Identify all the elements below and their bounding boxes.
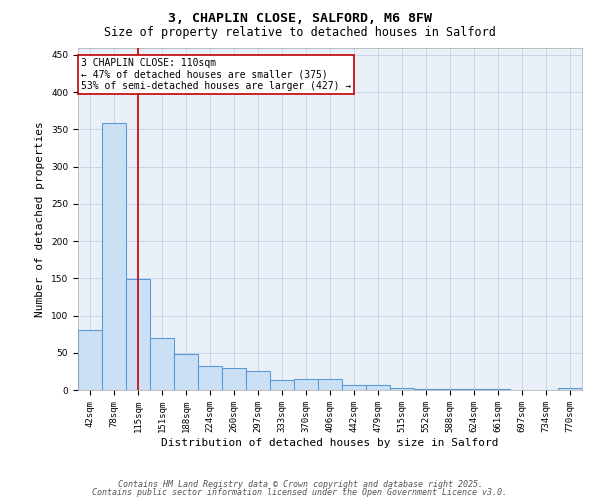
Text: 3, CHAPLIN CLOSE, SALFORD, M6 8FW: 3, CHAPLIN CLOSE, SALFORD, M6 8FW bbox=[168, 12, 432, 26]
Y-axis label: Number of detached properties: Number of detached properties bbox=[35, 121, 46, 316]
Bar bbox=[150, 338, 174, 390]
Bar bbox=[366, 385, 390, 390]
Bar bbox=[270, 380, 294, 390]
Bar bbox=[342, 385, 366, 390]
Bar bbox=[294, 379, 318, 390]
Text: Contains HM Land Registry data © Crown copyright and database right 2025.: Contains HM Land Registry data © Crown c… bbox=[118, 480, 482, 489]
Bar bbox=[318, 379, 342, 390]
Bar bbox=[174, 354, 198, 390]
Bar bbox=[198, 366, 222, 390]
Text: Contains public sector information licensed under the Open Government Licence v3: Contains public sector information licen… bbox=[92, 488, 508, 497]
Bar bbox=[78, 330, 102, 390]
Text: Size of property relative to detached houses in Salford: Size of property relative to detached ho… bbox=[104, 26, 496, 39]
Bar bbox=[390, 388, 414, 390]
X-axis label: Distribution of detached houses by size in Salford: Distribution of detached houses by size … bbox=[161, 438, 499, 448]
Bar bbox=[558, 388, 582, 390]
Bar bbox=[126, 279, 150, 390]
Bar bbox=[222, 368, 246, 390]
Bar bbox=[414, 388, 438, 390]
Bar bbox=[102, 124, 126, 390]
Bar bbox=[246, 372, 270, 390]
Text: 3 CHAPLIN CLOSE: 110sqm
← 47% of detached houses are smaller (375)
53% of semi-d: 3 CHAPLIN CLOSE: 110sqm ← 47% of detache… bbox=[80, 58, 351, 91]
